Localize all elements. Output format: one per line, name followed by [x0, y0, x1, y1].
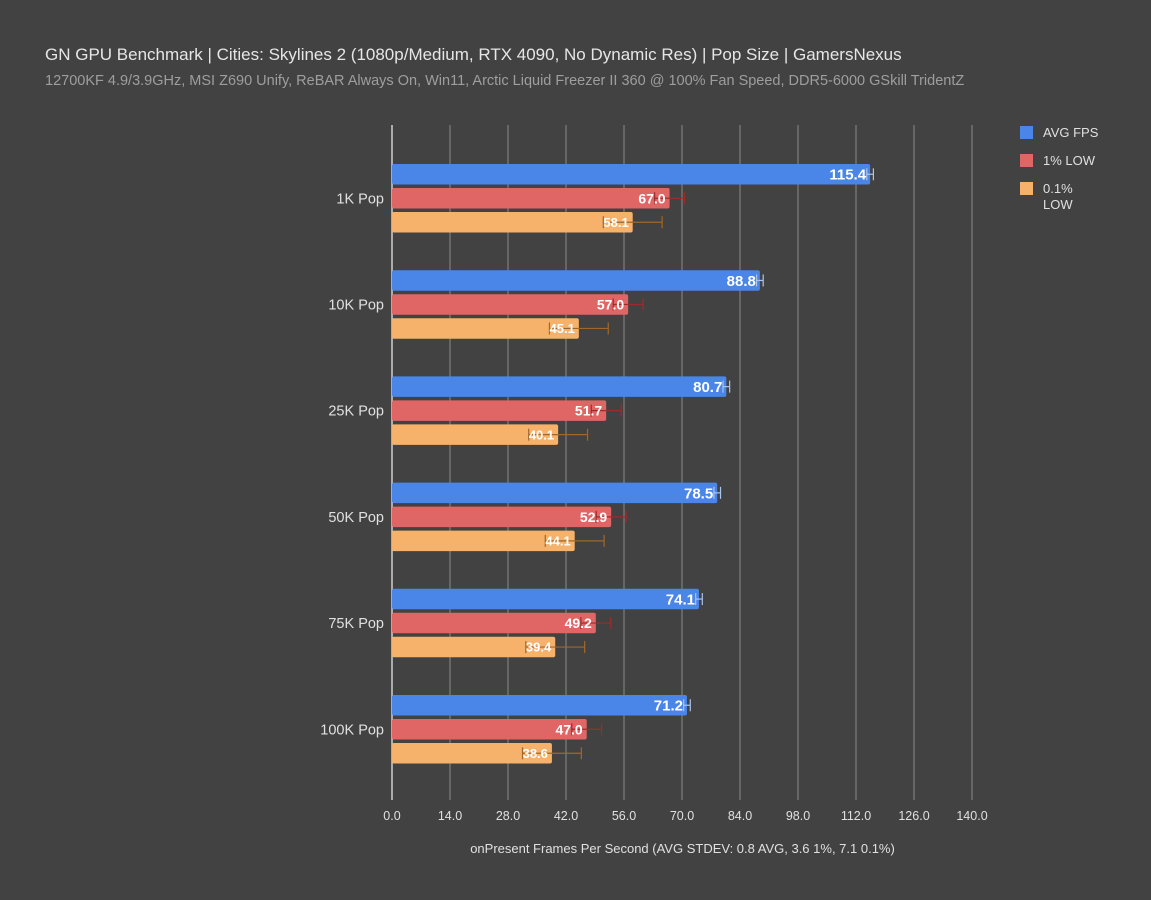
legend-item-avg-fps: AVG FPS — [1020, 125, 1113, 141]
bar — [392, 212, 633, 233]
bar — [392, 506, 612, 528]
chart-subtitle: 12700KF 4.9/3.9GHz, MSI Z690 Unify, ReBA… — [45, 73, 965, 89]
x-tick-label: 70.0 — [670, 809, 694, 823]
legend-label: AVG FPS — [1043, 125, 1099, 140]
chart-title: GN GPU Benchmark | Cities: Skylines 2 (1… — [45, 45, 902, 64]
x-tick-label: 56.0 — [612, 809, 636, 823]
bar — [392, 743, 552, 764]
x-tick-label: 126.0 — [898, 809, 929, 823]
data-label: 57.0 — [597, 296, 624, 312]
bar — [392, 695, 687, 716]
data-label: 49.2 — [565, 615, 592, 631]
category-label: 100K Pop — [320, 722, 384, 738]
bar — [392, 482, 718, 504]
x-tick-label: 14.0 — [438, 809, 462, 823]
data-label: 78.5 — [684, 485, 713, 502]
bar — [392, 636, 556, 658]
bar — [392, 530, 575, 552]
data-label: 47.0 — [555, 721, 582, 737]
x-tick-label: 140.0 — [956, 809, 987, 823]
category-label: 25K Pop — [328, 404, 384, 420]
bar — [392, 164, 871, 185]
x-tick-label: 84.0 — [728, 809, 752, 823]
data-label: 67.0 — [638, 190, 665, 206]
data-label: 74.1 — [666, 591, 695, 608]
bar — [392, 270, 760, 291]
bar — [392, 400, 607, 421]
data-label: 45.1 — [550, 321, 575, 336]
data-label: 88.8 — [727, 273, 756, 290]
data-label: 51.7 — [575, 403, 602, 419]
legend-label: 0.1% LOW — [1043, 181, 1073, 212]
data-label: 44.1 — [545, 534, 570, 549]
bar — [392, 318, 579, 339]
legend-label: 1% LOW — [1043, 153, 1096, 168]
data-label: 80.7 — [693, 379, 722, 396]
bar — [392, 424, 559, 445]
bar — [392, 294, 629, 315]
legend-swatch-avg-fps — [1020, 126, 1033, 139]
data-label: 38.6 — [523, 746, 548, 761]
data-label: 71.2 — [654, 698, 683, 715]
bar — [392, 612, 596, 634]
data-label: 58.1 — [603, 215, 628, 230]
x-axis-label: onPresent Frames Per Second (AVG STDEV: … — [470, 841, 895, 856]
data-label: 115.4 — [829, 167, 866, 184]
category-label: 1K Pop — [336, 191, 384, 207]
data-label: 39.4 — [526, 640, 552, 655]
legend-swatch-1pct-low — [1020, 154, 1033, 167]
bar — [392, 588, 699, 610]
bar — [392, 719, 587, 740]
bar — [392, 376, 727, 397]
bar — [392, 188, 670, 209]
x-tick-label: 42.0 — [554, 809, 578, 823]
x-tick-label: 0.0 — [383, 809, 400, 823]
legend: AVG FPS 1% LOW 0.1% LOW — [1020, 125, 1113, 225]
x-tick-label: 28.0 — [496, 809, 520, 823]
category-label: 75K Pop — [328, 616, 384, 632]
legend-swatch-01pct-low — [1020, 182, 1033, 195]
legend-item-1pct-low: 1% LOW — [1020, 153, 1113, 169]
x-tick-label: 98.0 — [786, 809, 810, 823]
category-label: 50K Pop — [328, 510, 384, 526]
data-label: 40.1 — [529, 427, 554, 442]
category-label: 10K Pop — [328, 297, 384, 313]
data-label: 52.9 — [580, 509, 607, 525]
x-tick-label: 112.0 — [841, 809, 871, 823]
legend-item-01pct-low: 0.1% LOW — [1020, 181, 1113, 213]
